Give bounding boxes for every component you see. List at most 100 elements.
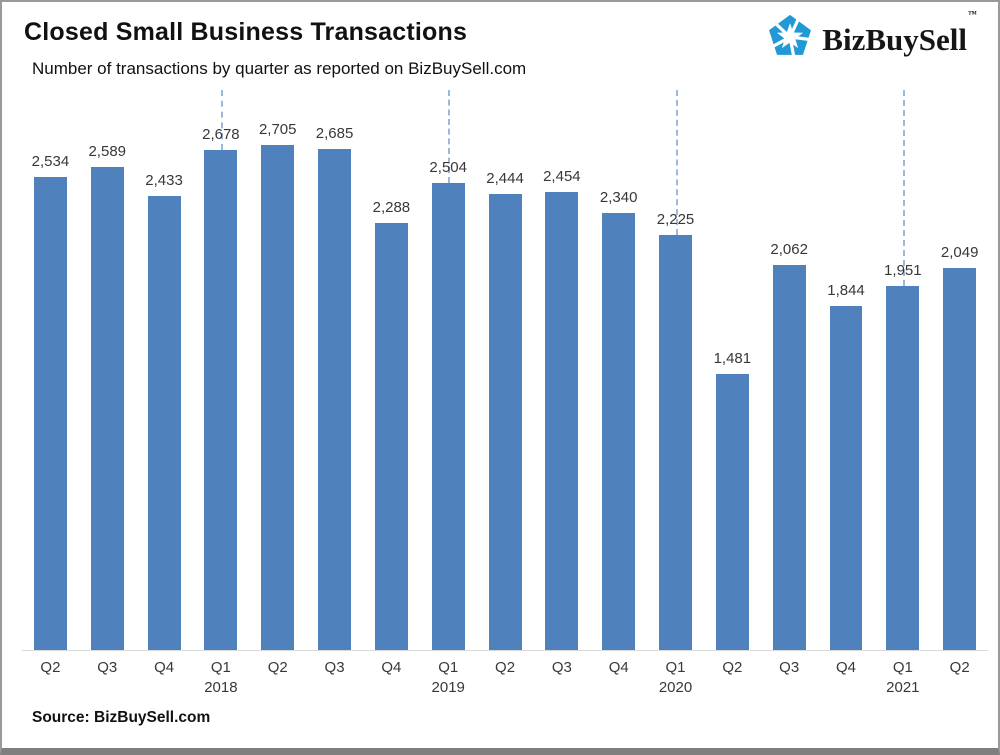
year-label — [931, 679, 988, 697]
year-label — [79, 679, 136, 697]
bar-value-label: 1,844 — [827, 282, 865, 299]
bar — [886, 286, 920, 650]
year-label — [306, 679, 363, 697]
bar — [147, 196, 181, 650]
bar — [772, 265, 806, 650]
x-axis-category: Q3 — [533, 651, 590, 697]
bar-chart: 2,534 2,589 2,433 2,678 2,705 2,685 2,288 2,504… — [22, 90, 988, 697]
x-tick-label: Q3 — [779, 659, 800, 676]
x-tick-label: Q4 — [154, 659, 175, 676]
bar-value-label: 1,481 — [713, 350, 752, 367]
year-label — [136, 679, 193, 697]
bar-value-label: 2,705 — [258, 121, 297, 138]
x-axis-category: Q4 — [363, 651, 420, 697]
year-label — [704, 679, 761, 697]
x-tick-label: Q1 — [438, 659, 459, 676]
bar — [829, 306, 863, 650]
year-label — [761, 679, 818, 697]
x-tick-label: Q4 — [836, 659, 857, 676]
bar — [318, 149, 352, 650]
x-axis-category: Q1 2019 — [420, 651, 477, 697]
bar-column: 2,049 — [931, 90, 988, 650]
bar-value-label: 2,534 — [31, 153, 70, 170]
bar-value-label: 2,062 — [770, 241, 808, 258]
bar-value-label: 2,288 — [372, 199, 411, 216]
bar-value-label: 1,951 — [884, 262, 922, 279]
bizbuysell-pentagon-icon — [765, 11, 818, 65]
bar-column: 2,678 — [192, 90, 249, 650]
bar — [261, 145, 295, 650]
x-axis-category: Q1 2020 — [647, 651, 704, 697]
bar-column: 2,454 — [533, 90, 590, 650]
bar-value-label: 2,504 — [429, 159, 467, 176]
bar-value-label: 2,678 — [202, 126, 240, 143]
x-tick-label: Q1 — [210, 659, 231, 676]
bar-column: 2,444 — [477, 90, 534, 650]
year-label — [22, 679, 79, 697]
bar-column: 1,481 — [704, 90, 761, 650]
bar-column: 2,504 — [420, 90, 477, 650]
x-axis-category: Q4 — [590, 651, 647, 697]
year-divider-line — [220, 90, 223, 150]
year-label — [818, 679, 875, 697]
bar-value-label: 2,340 — [599, 189, 638, 206]
bar-column: 2,589 — [79, 90, 136, 650]
page-title: Closed Small Business Transactions — [24, 18, 468, 46]
x-axis-category: Q3 — [306, 651, 363, 697]
year-divider-line — [675, 90, 678, 235]
x-axis-category: Q3 — [79, 651, 136, 697]
chart-subtitle: Number of transactions by quarter as rep… — [32, 59, 527, 78]
bar — [33, 177, 67, 650]
bar-column: 2,433 — [136, 90, 193, 650]
x-axis-category: Q2 — [22, 651, 79, 697]
x-tick-label: Q4 — [608, 659, 629, 676]
x-tick-label: Q1 — [892, 659, 913, 676]
bar — [374, 223, 408, 650]
year-label — [249, 679, 306, 697]
trademark-symbol: ™ — [968, 9, 977, 19]
bar-value-label: 2,685 — [315, 125, 354, 142]
x-tick-label: Q3 — [97, 659, 118, 676]
x-axis-category: Q2 — [931, 651, 988, 697]
x-tick-label: Q3 — [551, 659, 572, 676]
bar-value-label: 2,225 — [656, 211, 695, 228]
bar — [943, 268, 977, 650]
year-label — [590, 679, 647, 697]
bar — [545, 192, 579, 650]
year-divider-line — [902, 90, 905, 286]
year-label — [363, 679, 420, 697]
source-note: Source: BizBuySell.com — [32, 709, 211, 726]
x-axis-category: Q2 — [704, 651, 761, 697]
year-label — [477, 679, 534, 697]
bar-value-label: 2,049 — [940, 244, 979, 261]
x-tick-label: Q2 — [267, 659, 288, 676]
bar-column: 2,225 — [647, 90, 704, 650]
x-axis-category: Q4 — [818, 651, 875, 697]
bizbuysell-logo: BizBuySell™ — [765, 9, 977, 65]
x-tick-label: Q2 — [722, 659, 743, 676]
bar-column: 2,288 — [363, 90, 420, 650]
year-label: 2020 — [658, 679, 693, 696]
bar-value-label: 2,454 — [543, 168, 581, 185]
x-axis-category: Q2 — [477, 651, 534, 697]
logo-wordmark: BizBuySell™ — [822, 9, 977, 57]
year-label — [533, 679, 590, 697]
bar-value-label: 2,433 — [145, 172, 183, 189]
bar-column: 2,685 — [306, 90, 363, 650]
plot-area: 2,534 2,589 2,433 2,678 2,705 2,685 2,288 2,504… — [22, 90, 988, 651]
year-label: 2021 — [886, 679, 920, 696]
bar-column: 1,844 — [818, 90, 875, 650]
bar-value-label: 2,589 — [88, 143, 127, 160]
year-divider-line — [448, 90, 451, 183]
x-tick-label: Q2 — [949, 659, 970, 676]
year-label: 2019 — [431, 679, 465, 696]
x-tick-label: Q3 — [324, 659, 345, 676]
bar — [90, 167, 124, 650]
bar — [431, 183, 465, 650]
x-axis-category: Q1 2018 — [192, 651, 249, 697]
bar-column: 1,951 — [874, 90, 931, 650]
bar-column: 2,062 — [761, 90, 818, 650]
year-label: 2018 — [204, 679, 238, 696]
x-axis-labels: Q2 Q3 Q4 Q1 2018 Q2 Q3 Q4 Q1 2019 Q2 Q3 Q4 Q1 2020 Q2 Q3… — [22, 651, 988, 697]
